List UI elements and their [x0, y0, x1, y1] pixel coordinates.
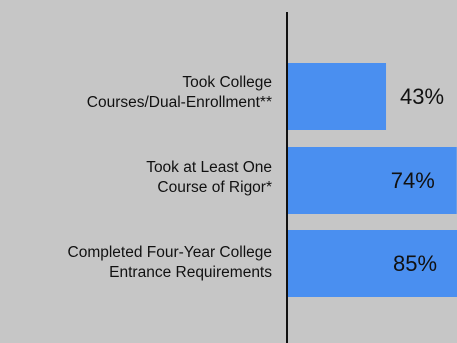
data-label-college-courses: 43%: [400, 83, 445, 109]
category-label-line: Took College: [182, 74, 272, 91]
bar-college-courses: [288, 63, 387, 130]
category-label-entrance-requirements: Completed Four-Year College Entrance Req…: [68, 243, 272, 283]
bar-course-of-rigor: [288, 147, 457, 214]
data-label-course-of-rigor: 74%: [390, 167, 435, 193]
category-label-line: Completed Four-Year College: [67, 244, 272, 261]
category-label-course-of-rigor: Took at Least One Course of Rigor*: [146, 158, 272, 198]
category-label-line: Course of Rigor*: [157, 179, 272, 196]
category-label-college-courses: Took College Courses/Dual-Enrollment**: [87, 73, 272, 113]
category-label-line: Took at Least One: [146, 159, 272, 176]
category-label-line: Courses/Dual-Enrollment**: [86, 94, 272, 111]
data-label-entrance-requirements: 85%: [393, 250, 438, 276]
category-label-line: Entrance Requirements: [109, 264, 272, 281]
bar-entrance-requirements: [288, 230, 457, 297]
